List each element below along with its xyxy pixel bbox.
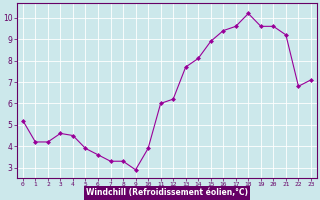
X-axis label: Windchill (Refroidissement éolien,°C): Windchill (Refroidissement éolien,°C) xyxy=(86,188,248,197)
